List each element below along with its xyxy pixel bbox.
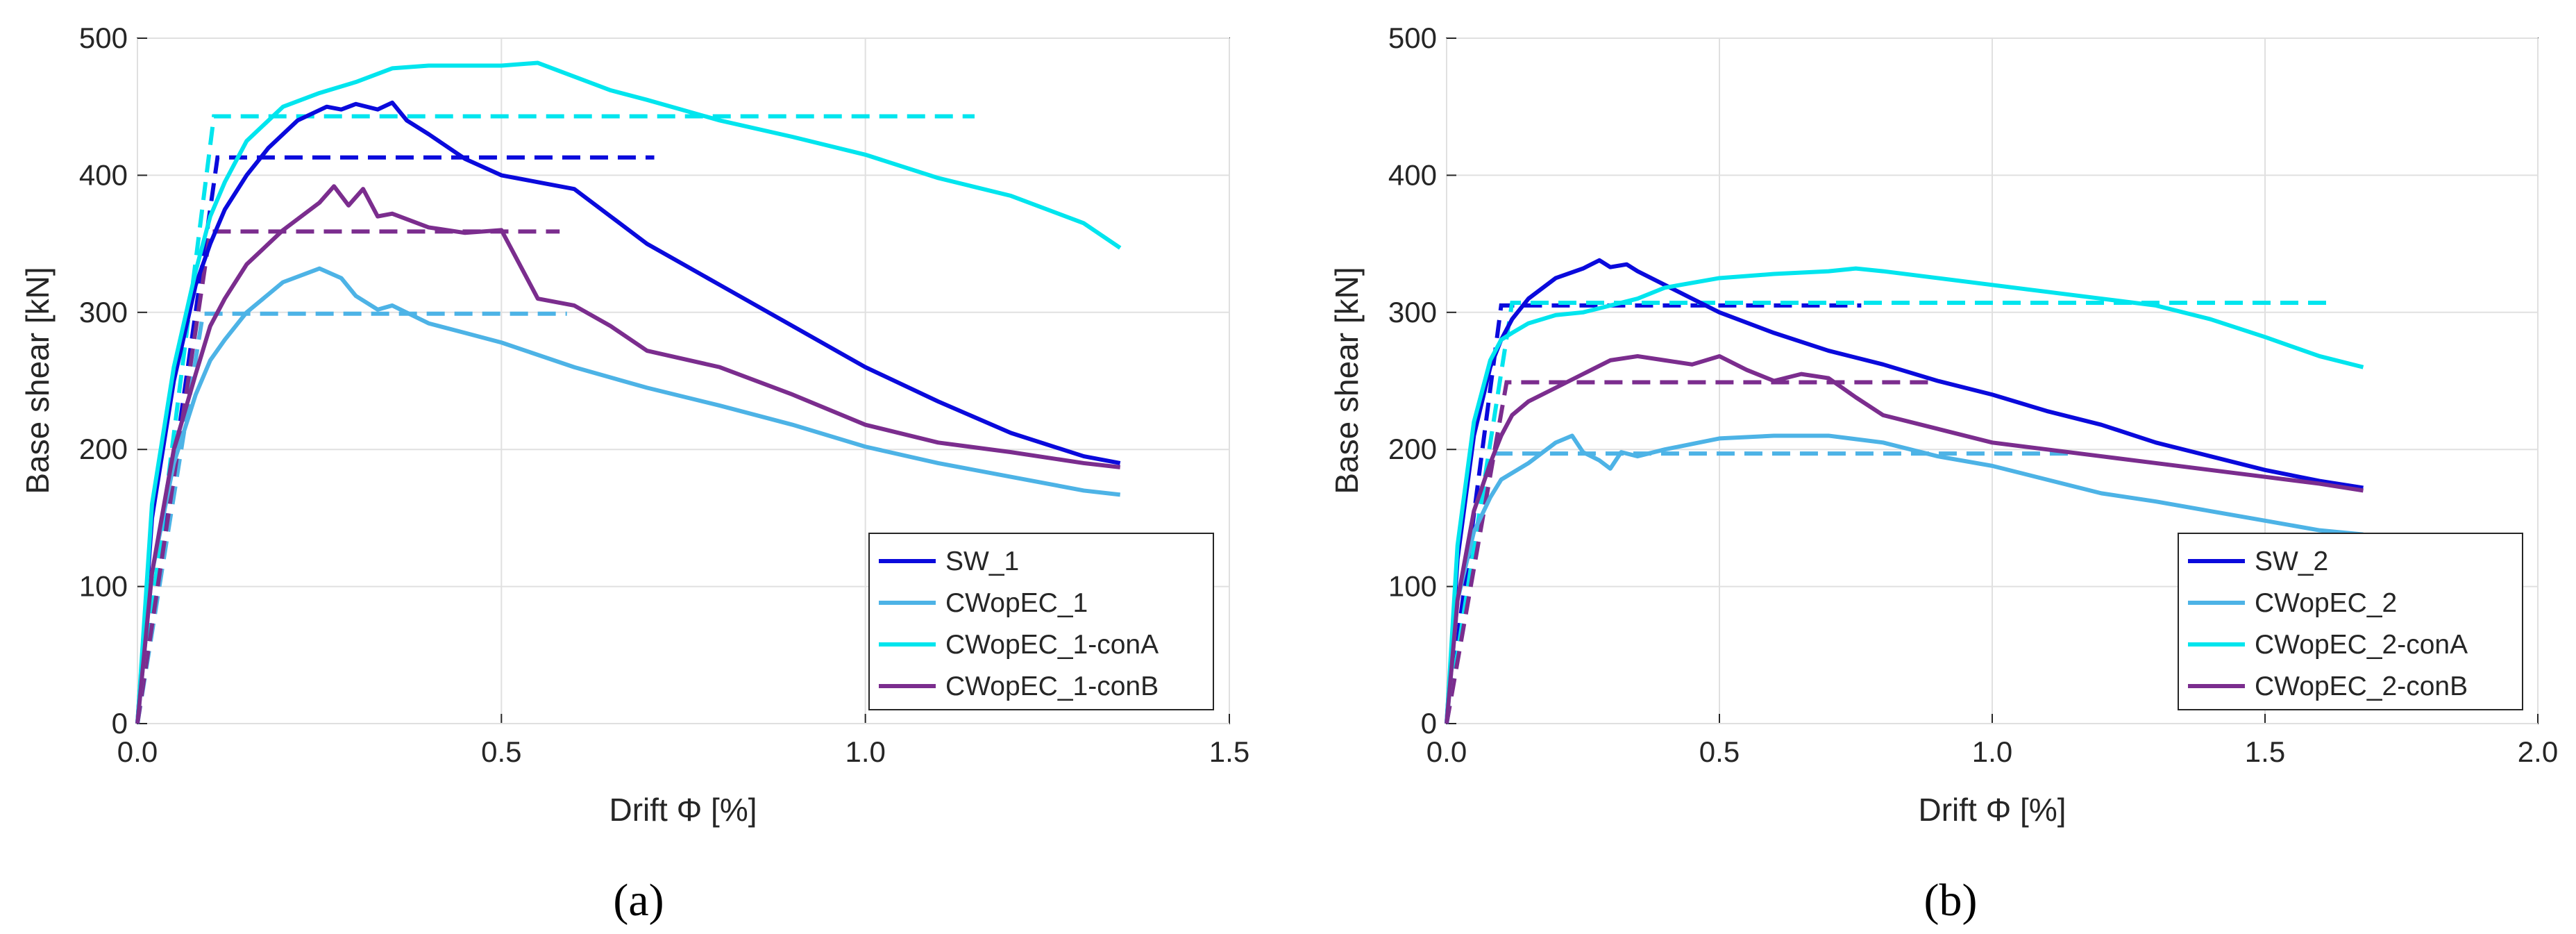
y-tick-label: 400 — [1388, 158, 1437, 191]
legend-entry: CWopEC_1 — [945, 588, 1088, 618]
panel-label: (b) — [1924, 875, 1978, 926]
x-tick-label: 0.0 — [117, 735, 158, 768]
y-tick-label: 0 — [112, 707, 128, 740]
x-tick-label: 0.5 — [481, 735, 521, 768]
y-axis-label: Base shear [kN] — [19, 267, 56, 494]
grid — [137, 37, 1230, 724]
x-tick-label: 2.0 — [2518, 735, 2558, 768]
x-tick-label: 1.0 — [1972, 735, 2012, 768]
x-axis-label: Drift Φ [%] — [1918, 792, 2066, 828]
y-tick-label: 100 — [79, 570, 128, 603]
legend-entry: CWopEC_2-conA — [2255, 630, 2468, 660]
y-tick-label: 200 — [79, 433, 128, 465]
series-lines — [1445, 258, 2364, 724]
grid — [1446, 37, 2539, 724]
series-line — [135, 184, 1121, 724]
legend: SW_2 CWopEC_2 CWopEC_2-conA CWopEC_2-conB — [2178, 533, 2523, 710]
bilinear-line — [1445, 303, 1862, 724]
bilinear-line — [1445, 380, 1938, 724]
y-tick-label: 200 — [1388, 433, 1437, 465]
panel-label: (a) — [613, 875, 664, 926]
legend-entry: CWopEC_1-conA — [945, 630, 1159, 660]
x-tick-label: 0.5 — [1699, 735, 1740, 768]
x-tick-labels: 0.0 0.5 1.0 1.5 — [117, 735, 1249, 768]
series-line — [135, 266, 1121, 724]
y-tick-label: 400 — [79, 158, 128, 191]
legend-entry: SW_2 — [2255, 547, 2328, 576]
y-tick-label: 0 — [1421, 707, 1437, 740]
y-tick-label: 100 — [1388, 570, 1437, 603]
y-axis-label: Base shear [kN] — [1329, 267, 1365, 494]
legend-entry: CWopEC_1-conB — [945, 672, 1159, 701]
chart-panel-a: 0.0 0.5 1.0 1.5 0 100 200 300 400 500 Drift Φ [%… — [19, 22, 1249, 926]
y-tick-labels: 0 100 200 300 400 500 — [1388, 22, 1437, 740]
y-tick-labels: 0 100 200 300 400 500 — [79, 22, 128, 740]
legend-entry: CWopEC_2 — [2255, 588, 2397, 618]
x-axis-label: Drift Φ [%] — [609, 792, 757, 828]
series-line — [1445, 258, 2364, 724]
legend-entry: CWopEC_2-conB — [2255, 672, 2468, 701]
y-tick-label: 500 — [79, 22, 128, 54]
bilinear-lines — [1445, 300, 2331, 724]
series-line — [1445, 353, 2364, 724]
y-tick-label: 500 — [1388, 22, 1437, 54]
x-tick-labels: 0.0 0.5 1.0 1.5 2.0 — [1426, 735, 2558, 768]
chart-panel-b: 0.0 0.5 1.0 1.5 2.0 0 100 200 300 400 500 Drift Φ… — [1329, 22, 2558, 926]
x-tick-label: 1.0 — [845, 735, 885, 768]
x-tick-label: 1.5 — [2245, 735, 2285, 768]
legend: SW_1 CWopEC_1 CWopEC_1-conA CWopEC_1-conB — [868, 533, 1214, 710]
bilinear-line — [1445, 300, 2331, 724]
series-line — [135, 100, 1121, 724]
y-tick-label: 300 — [79, 296, 128, 328]
bilinear-line — [135, 155, 655, 724]
legend-entry: SW_1 — [945, 547, 1019, 576]
x-tick-label: 0.0 — [1426, 735, 1467, 768]
series-lines — [135, 60, 1122, 724]
series-line — [1445, 433, 2364, 724]
x-tick-label: 1.5 — [1209, 735, 1249, 768]
series-line — [135, 60, 1122, 724]
series-line — [1445, 266, 2364, 724]
y-tick-label: 300 — [1388, 296, 1437, 328]
